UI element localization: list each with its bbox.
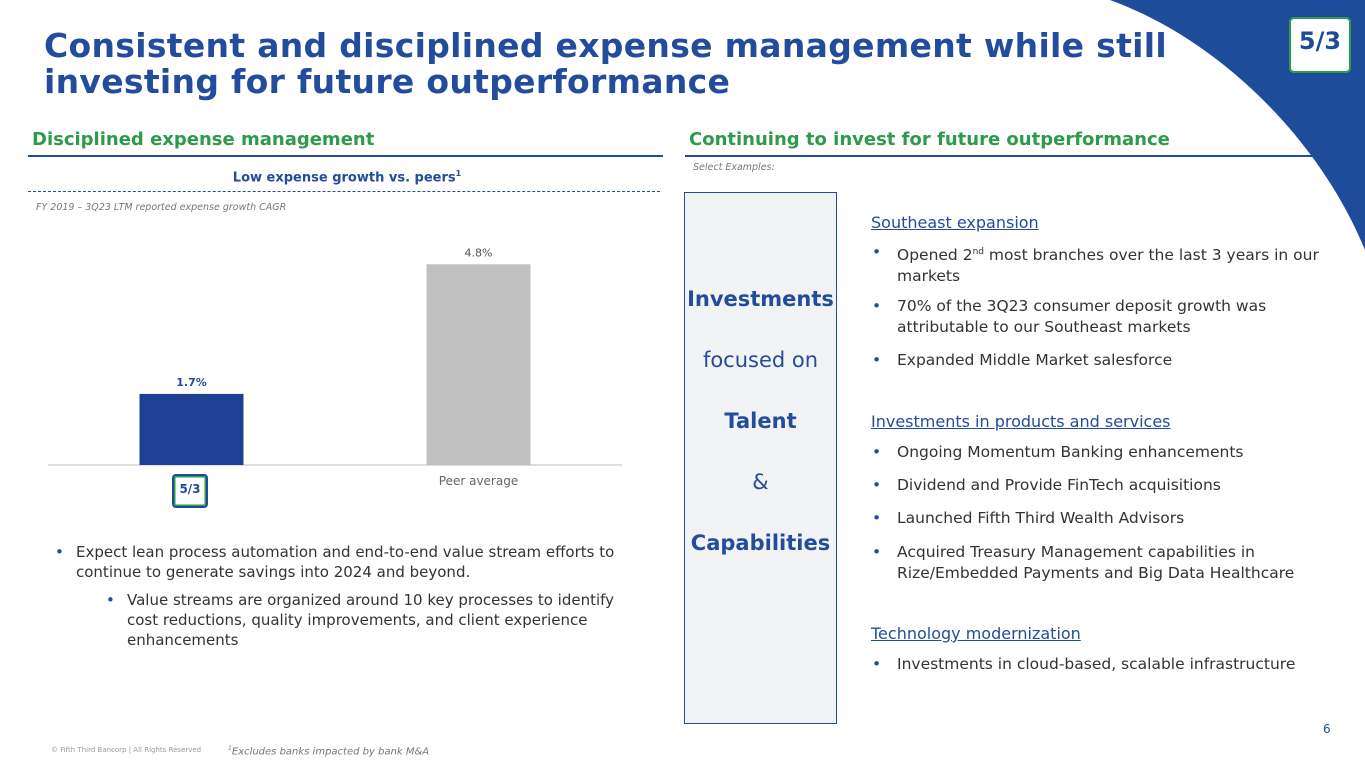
- fifth-third-logo: 5/3: [1287, 15, 1353, 75]
- fifth-third-category-logo: 5/3: [172, 474, 208, 508]
- southeast-bullet-1: Opened 2nd most branches over the last 3…: [871, 242, 1331, 287]
- category-logo-text: 5/3: [179, 482, 201, 496]
- box-line-focused-on: focused on: [702, 348, 819, 372]
- products-bullet-4: Acquired Treasury Management capabilitie…: [871, 542, 1331, 584]
- bar-0: [139, 393, 244, 465]
- select-examples-label: Select Examples:: [693, 162, 775, 173]
- southeast-expansion-heading: Southeast expansion: [871, 213, 1039, 232]
- footnote-text: Excludes banks impacted by bank M&A: [231, 746, 430, 758]
- right-section-rule: [685, 155, 1320, 157]
- southeast-bullet-1-sup: nd: [972, 247, 984, 257]
- page-title: Consistent and disciplined expense manag…: [44, 26, 1167, 101]
- category-label-1: Peer average: [439, 474, 518, 488]
- technology-bullet-1: Investments in cloud-based, scalable inf…: [871, 654, 1331, 675]
- southeast-bullet-3: Expanded Middle Market salesforce: [871, 350, 1331, 371]
- left-section-rule: [28, 155, 663, 157]
- box-line-talent: Talent: [724, 409, 797, 433]
- chart-subhead-text: Low expense growth vs. peers: [232, 170, 456, 186]
- page-number: 6: [1323, 722, 1331, 736]
- products-bullet-3: Launched Fifth Third Wealth Advisors: [871, 508, 1331, 529]
- southeast-bullet-1-pre: Opened 2: [897, 246, 973, 265]
- footnote-sup: 1: [228, 745, 232, 752]
- products-bullet-1: Ongoing Momentum Banking enhancements: [871, 442, 1331, 463]
- bar-1: [426, 264, 531, 465]
- chart-note: FY 2019 – 3Q23 LTM reported expense grow…: [36, 202, 287, 213]
- southeast-bullet-1-post: most branches over the last 3 years in o…: [897, 246, 1319, 286]
- box-line-investments: Investments: [687, 287, 834, 311]
- technology-heading: Technology modernization: [871, 624, 1081, 643]
- bar-value-label-0: 1.7%: [176, 376, 207, 389]
- bar-value-label-1: 4.8%: [465, 246, 493, 259]
- chart-subhead: Low expense growth vs. peers1: [32, 169, 662, 185]
- southeast-bullet-2: 70% of the 3Q23 consumer deposit growth …: [871, 296, 1331, 338]
- left-section-title: Disciplined expense management: [32, 129, 375, 150]
- products-services-heading: Investments in products and services: [871, 412, 1171, 431]
- copyright: © Fifth Third Bancorp | All Rights Reser…: [51, 746, 202, 754]
- logo-text: 5/3: [1298, 27, 1342, 55]
- left-bullet: Expect lean process automation and end-t…: [52, 542, 622, 582]
- products-bullet-2: Dividend and Provide FinTech acquisition…: [871, 475, 1331, 496]
- left-bullet-list: Expect lean process automation and end-t…: [52, 542, 622, 650]
- investments-focus-box: Investments focused on Talent & Capabili…: [684, 192, 837, 724]
- box-line-capabilities: Capabilities: [690, 531, 831, 555]
- box-line-ampersand: &: [752, 470, 769, 494]
- left-sub-bullet: Value streams are organized around 10 ke…: [103, 590, 622, 650]
- footnote: 1Excludes banks impacted by bank M&A: [228, 745, 429, 757]
- right-section-title: Continuing to invest for future outperfo…: [689, 129, 1170, 150]
- dashed-divider: [28, 191, 660, 192]
- chart-subhead-sup: 1: [455, 169, 462, 178]
